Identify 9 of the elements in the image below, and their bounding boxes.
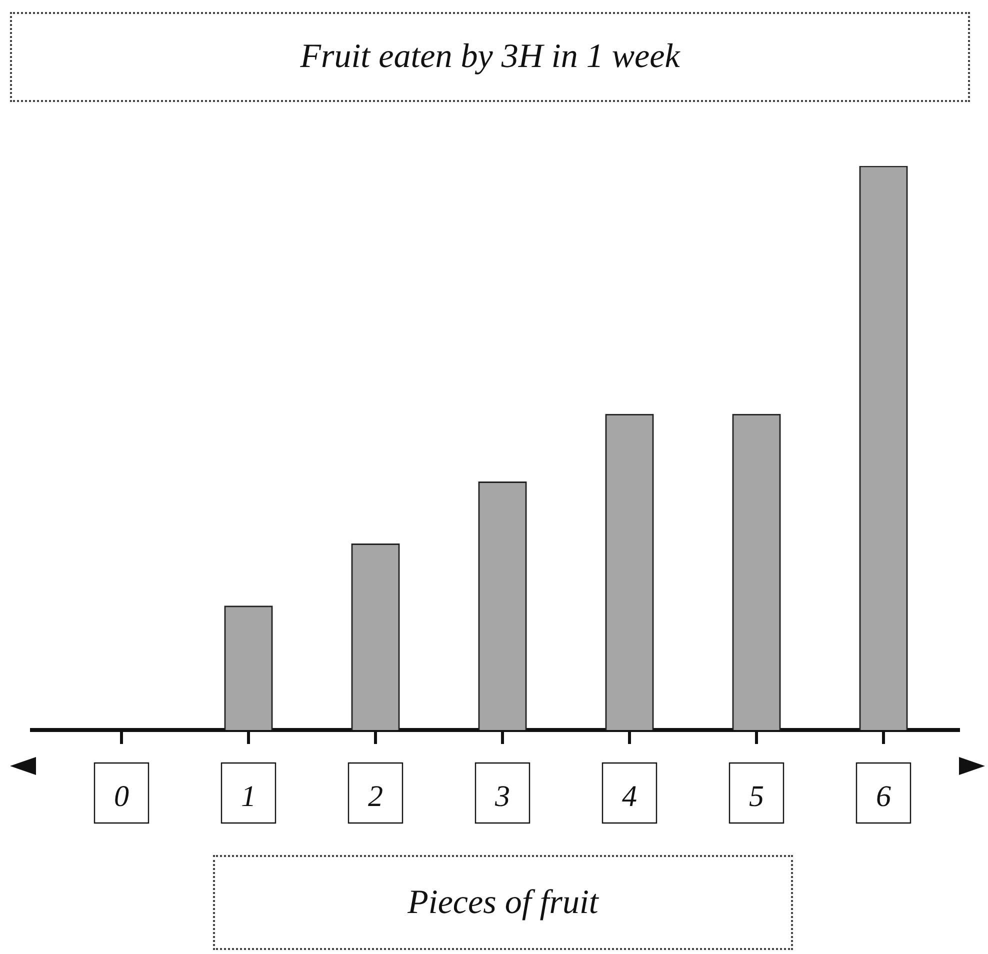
x-tick-label: 1	[241, 780, 256, 813]
x-axis-title: Pieces of fruit	[213, 855, 793, 950]
x-tick-label: 2	[368, 780, 383, 813]
chart-title: Fruit eaten by 3H in 1 week	[10, 12, 970, 102]
x-tick-label: 4	[622, 780, 637, 813]
x-tick-label: 0	[114, 780, 129, 813]
x-tick-label: 3	[494, 780, 510, 813]
x-tick-label: 6	[876, 780, 891, 813]
x-tick-label: 5	[749, 780, 764, 813]
